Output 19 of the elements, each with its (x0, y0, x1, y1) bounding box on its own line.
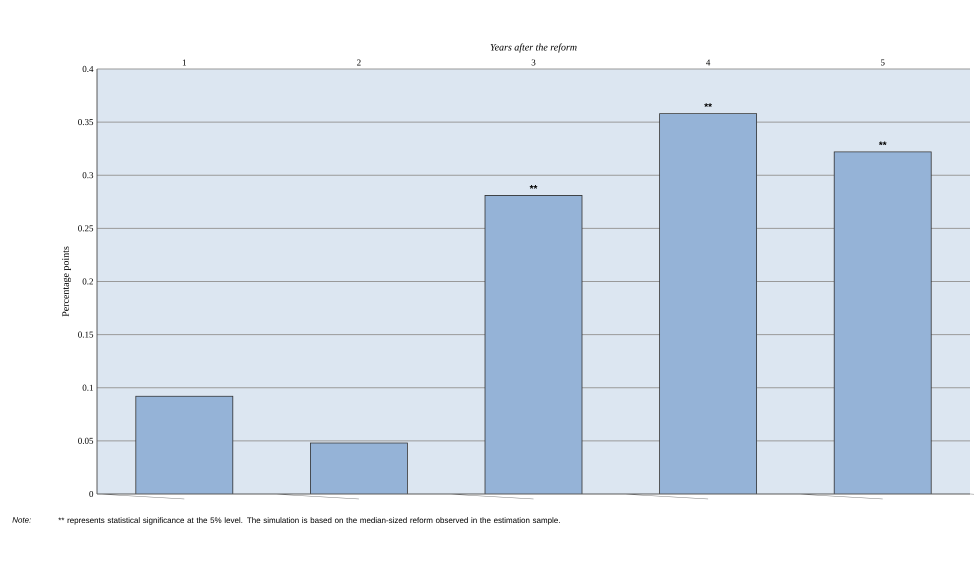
annotation: ** (530, 185, 538, 189)
y-tick-label: 0.05 (78, 438, 94, 444)
y-tick-label: 0.35 (78, 119, 94, 126)
annotation: ** (878, 141, 887, 146)
x-tick-label: 3 (532, 59, 536, 66)
y-tick-label: 0.2 (82, 278, 93, 285)
annotation: ** (704, 103, 712, 107)
y-tick-label: 0.4 (82, 66, 94, 72)
y-tick-label: 0.1 (82, 384, 93, 391)
x-tick-label: 4 (706, 60, 710, 66)
x-axis-title: Years after the reform (490, 43, 577, 53)
x-tick-label: 1 (182, 60, 186, 66)
x-tick-label: 5 (880, 60, 885, 66)
y-axis-title: Percentage points (62, 246, 71, 316)
x-tick-label: 2 (357, 60, 361, 66)
y-tick-label: 0.3 (82, 172, 94, 178)
y-tick-label: 0.15 (78, 332, 94, 338)
y-tick-label: 0.25 (78, 225, 94, 232)
y-tick-label: 0 (89, 490, 94, 498)
